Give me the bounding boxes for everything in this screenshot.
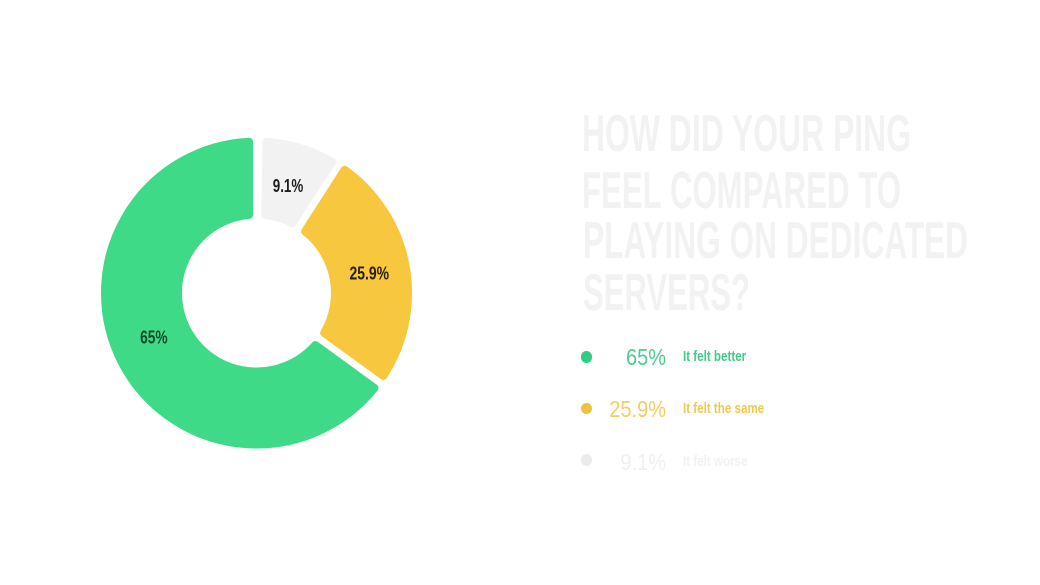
svg-text:SERVERS?: SERVERS? <box>583 264 750 322</box>
svg-text:PLAYING ON DEDICATED: PLAYING ON DEDICATED <box>583 212 968 270</box>
svg-text:65%: 65% <box>140 328 168 348</box>
svg-text:25.9%: 25.9% <box>350 264 390 284</box>
svg-text:HOW DID YOUR PING: HOW DID YOUR PING <box>582 105 911 163</box>
svg-text:9.1%: 9.1% <box>273 176 304 196</box>
svg-text:FEEL COMPARED TO: FEEL COMPARED TO <box>582 162 901 220</box>
